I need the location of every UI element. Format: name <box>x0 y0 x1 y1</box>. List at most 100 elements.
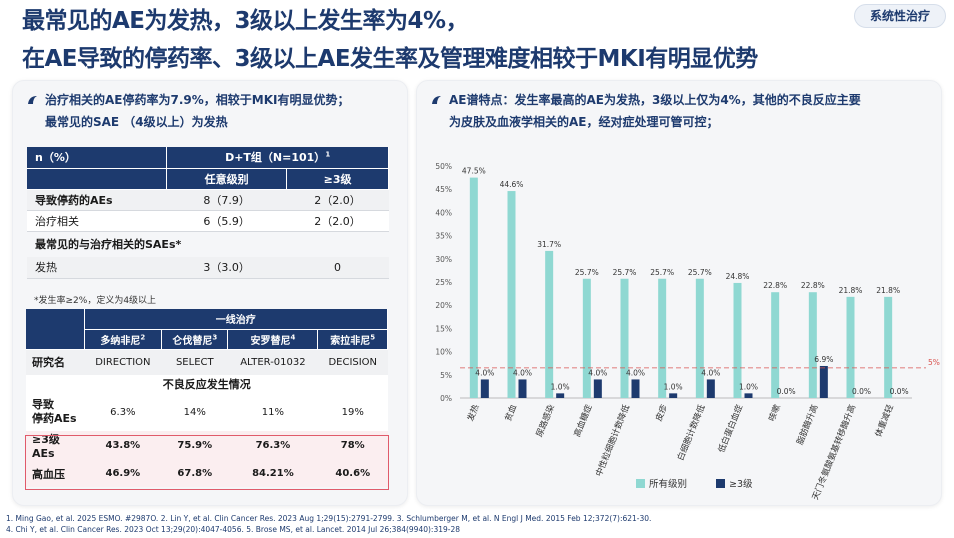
x-category-label: 贫血 <box>503 403 520 423</box>
bar-all-grades <box>771 292 780 398</box>
legend-swatch-all-grades <box>636 479 645 488</box>
reference-line2: 4. Chi Y, et al. Clin Cancer Res. 2023 O… <box>6 525 461 534</box>
right-intro: AE谱特点：发生率最高的AE为发热，3级以上仅为4%，其他的不良反应主要 为皮肤… <box>431 89 937 133</box>
right-intro-line2: 为皮肤及血液学相关的AE，经对症处理可管可控； <box>449 115 719 129</box>
bar-grade3 <box>669 393 678 398</box>
data-label-grade3: 0.0% <box>890 387 909 396</box>
data-label-grade3: 1.0% <box>739 382 758 391</box>
x-category-label: 天门冬氨酸氨基转移酶升高 <box>810 403 858 500</box>
left-intro: 治疗相关的AE停药率为7.9%，相较于MKI有明显优势； 最常见的SAE （4级… <box>27 89 403 133</box>
data-label-all-grades: 25.7% <box>613 268 637 277</box>
data-label-grade3: 4.0% <box>626 368 645 377</box>
header-grade3: ≥3级 <box>286 168 389 190</box>
drug-header: 仑伐替尼3 <box>161 329 229 350</box>
data-label-grade3: 4.0% <box>475 368 494 377</box>
bar-grade3 <box>480 379 489 398</box>
header-n: n（%） <box>27 147 168 169</box>
right-intro-line1: AE谱特点：发生率最高的AE为发热，3级以上仅为4%，其他的不良反应主要 <box>449 93 861 107</box>
x-category-label: 咳嗽 <box>766 403 783 423</box>
header-blank-corner <box>26 309 85 350</box>
data-label-all-grades: 47.5% <box>462 167 486 176</box>
y-tick-label: 50% <box>435 162 452 171</box>
section-tag: 系统性治疗 <box>854 4 946 28</box>
legend-label-all-grades: 所有级别 <box>649 478 687 490</box>
bar-grade3 <box>631 379 640 398</box>
dt-safety-table: n（%） D+T组（N=101）1 任意级别 ≥3级 导致停药的AEs 8（7.… <box>27 147 389 279</box>
bar-all-grades <box>733 282 742 398</box>
bar-all-grades <box>658 278 667 398</box>
table-section-row: 最常见的与治疗相关的SAEs* <box>35 238 182 252</box>
bar-all-grades <box>507 191 516 398</box>
data-label-grade3: 4.0% <box>588 368 607 377</box>
header-first-line: 一线治疗 <box>84 309 388 330</box>
y-tick-label: 25% <box>435 278 452 287</box>
page-title-line2: 在AE导致的停药率、3级以上AE发生率及管理难度相较于MKI有明显优势 <box>22 46 758 72</box>
bar-all-grades <box>695 278 704 398</box>
y-tick-label: 10% <box>435 348 452 357</box>
data-label-all-grades: 21.8% <box>876 286 900 295</box>
bar-all-grades <box>620 278 629 398</box>
data-label-grade3: 6.9% <box>814 355 833 364</box>
data-label-all-grades: 22.8% <box>763 281 787 290</box>
bar-grade3 <box>744 393 753 398</box>
header-any-grade: 任意级别 <box>166 168 288 190</box>
legend-label-grade3: ≥3级 <box>729 478 753 490</box>
x-category-label: 体重减轻 <box>873 403 896 439</box>
x-category-label: 中性粒细胞计数降低 <box>593 403 632 479</box>
y-tick-label: 5% <box>440 371 452 380</box>
x-category-label: 皮疹 <box>653 403 670 423</box>
data-label-grade3: 0.0% <box>852 387 871 396</box>
data-label-grade3: 1.0% <box>551 382 570 391</box>
x-category-label: 白细胞计数降低 <box>675 403 708 463</box>
table-row: 发热 3（3.0） 0 <box>27 257 389 279</box>
left-intro-line1: 治疗相关的AE停药率为7.9%，相较于MKI有明显优势； <box>45 93 350 107</box>
bar-grade3 <box>556 393 565 398</box>
table-row: 高血压 46.9% 67.8% 84.21% 40.6% <box>26 460 388 487</box>
y-tick-label: 20% <box>435 301 452 310</box>
x-category-label: 发热 <box>465 403 482 423</box>
study-row: 研究名 DIRECTION SELECT ALTER-01032 DECISIO… <box>26 349 388 375</box>
y-tick-label: 0% <box>440 394 452 403</box>
ae-bar-chart: 0% 5% 10% 15% 20% 25% 30% 35% 40% 45% 50% 47.5% 4.0%… <box>435 162 940 500</box>
data-label-all-grades: 25.7% <box>575 268 599 277</box>
bar-all-grades <box>846 296 855 398</box>
drug-header: 安罗替尼4 <box>227 329 319 350</box>
table-row: 导致 停药AEs 6.3% 14% 11% 19% <box>26 393 388 431</box>
right-panel: AE谱特点：发生率最高的AE为发热，3级以上仅为4%，其他的不良反应主要 为皮肤… <box>416 80 942 506</box>
data-label-grade3: 1.0% <box>664 382 683 391</box>
y-tick-label: 40% <box>435 208 452 217</box>
bullet-icon <box>28 96 37 104</box>
left-intro-line2: 最常见的SAE （4级以上）为发热 <box>45 115 228 129</box>
ae-header-row: 不良反应发生情况 <box>26 375 388 393</box>
data-label-all-grades: 25.7% <box>650 268 674 277</box>
drug-header: 多纳非尼2 <box>84 329 163 350</box>
data-label-all-grades: 22.8% <box>801 281 825 290</box>
data-label-all-grades: 24.8% <box>726 272 750 281</box>
bar-grade3 <box>706 379 715 398</box>
bar-all-grades <box>469 177 478 398</box>
data-label-all-grades: 25.7% <box>688 268 712 277</box>
x-category-label: 尿路感染 <box>534 403 557 439</box>
header-blank <box>27 168 168 190</box>
x-category-label: 低白蛋白血症 <box>716 403 745 455</box>
table-row: ≥3级AEs 43.8% 75.9% 76.3% 78% <box>26 431 388 460</box>
table-row: 治疗相关 6（5.9） 2（2.0） <box>27 210 389 232</box>
bar-grade3 <box>593 379 602 398</box>
data-label-all-grades: 44.6% <box>500 180 524 189</box>
data-label-grade3: 0.0% <box>777 387 796 396</box>
reference-line1: 1. Ming Gao, et al. 2025 ESMO. #2987O. 2… <box>6 514 652 523</box>
bar-all-grades <box>884 296 893 398</box>
y-tick-label: 35% <box>435 232 452 241</box>
header-group: D+T组（N=101）1 <box>166 147 389 169</box>
drug-header: 索拉非尼5 <box>317 329 388 350</box>
legend-swatch-grade3 <box>716 479 725 488</box>
reference-line-label: 5% <box>928 358 940 367</box>
table-row: 导致停药的AEs 8（7.9） 2（2.0） <box>27 189 389 211</box>
y-tick-label: 15% <box>435 324 452 333</box>
data-label-grade3: 4.0% <box>701 368 720 377</box>
bar-all-grades <box>808 292 817 398</box>
bar-grade3 <box>518 379 527 398</box>
y-tick-label: 30% <box>435 255 452 264</box>
bar-grade3 <box>819 365 828 398</box>
bar-all-grades <box>582 278 591 398</box>
